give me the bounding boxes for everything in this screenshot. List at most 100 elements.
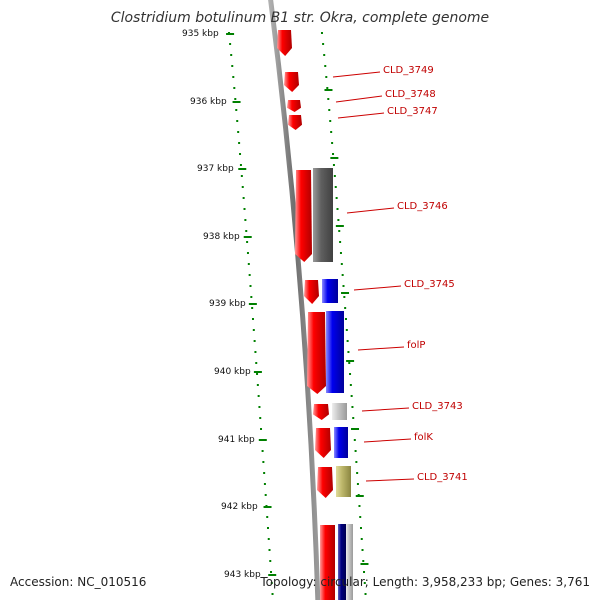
tick-dot-right [362,560,365,562]
gene-label-cld-3747[interactable]: CLD_3747 [387,106,438,117]
gene-feature-bottom[interactable] [320,525,335,600]
tick-dot-right [328,109,331,111]
tick-dot-right [323,54,326,56]
gene-label-cld-3746[interactable]: CLD_3746 [397,201,448,212]
gene-feature-cld-3746-pseudo[interactable] [313,168,333,262]
tick-dot-right [344,307,347,309]
tick-dot-right [347,351,350,353]
tick-dot-right [351,406,354,408]
tick-dot-right [356,472,359,474]
tick-dot-left [243,208,246,210]
major-tick-left [226,33,235,35]
tick-dot-right [330,131,333,133]
tick-dot-right [332,164,335,166]
major-tick-right [335,225,344,227]
tick-dot-left [266,516,269,518]
gene-features [277,30,353,600]
tick-dot-left [238,142,241,144]
major-tick-left [263,506,272,508]
label-pointer-line [353,285,402,291]
tick-dot-left [255,362,258,364]
tick-dot-left [256,373,259,375]
major-tick-right [341,292,350,294]
gene-label-pointers [332,71,415,482]
label-pointer-line [357,346,405,351]
tick-dot-right [363,582,366,584]
tick-label-943: 943 kbp [224,570,261,580]
tick-dot-right [333,175,336,177]
tick-dot-right [354,450,357,452]
tick-dot-left [231,65,234,67]
major-tick-left [238,168,247,170]
gene-feature-cld-3743[interactable] [313,404,329,420]
tick-label-935: 935 kbp [182,29,219,39]
gene-feature-cld-3747[interactable] [288,115,302,130]
gene-feature-cld-3741-other[interactable] [336,466,351,497]
gene-feature-bottom-navy[interactable] [338,524,346,600]
gene-feature-cld-3748[interactable] [287,100,301,112]
gene-label-cld-3749[interactable]: CLD_3749 [383,65,434,76]
tick-dot-right [320,32,323,34]
tick-dot-left [259,417,262,419]
major-tick-right [346,360,355,362]
gene-label-cld-3741[interactable]: CLD_3741 [417,472,468,483]
major-tick-right [324,89,333,91]
tick-dot-left [247,263,250,265]
gene-label-cld-3743[interactable]: CLD_3743 [412,401,463,412]
tick-dot-left [232,76,235,78]
gene-label-folp[interactable]: folP [407,340,426,351]
major-tick-right [351,428,360,430]
tick-dot-left [242,197,245,199]
tick-dot-right [331,142,334,144]
gene-feature-cld-3741[interactable] [317,467,333,498]
tick-dot-right [348,362,351,364]
tick-dot-right [363,571,366,573]
tick-dot-right [325,76,328,78]
tick-dot-left [246,241,249,243]
gene-label-folk[interactable]: folK [414,432,433,443]
gene-feature-cld-3745-rna[interactable] [322,279,338,303]
gene-feature-cld-3746[interactable] [295,170,312,262]
tick-dot-right [350,395,353,397]
tick-label-937: 937 kbp [197,164,234,174]
tick-label-939: 939 kbp [209,299,246,309]
tick-dot-right [342,285,345,287]
gene-feature-folp[interactable] [307,312,326,394]
gene-feature-cld-3745[interactable] [304,280,319,304]
tick-dot-right [326,87,329,89]
gene-feature-cld-3743-pseudo[interactable] [332,403,347,420]
tick-dot-left [252,329,255,331]
tick-dot-right [358,505,361,507]
tick-dot-left [233,87,236,89]
tick-dot-left [258,406,261,408]
gene-label-cld-3748[interactable]: CLD_3748 [385,89,436,100]
tick-dot-left [270,582,273,584]
tick-dot-left [245,230,248,232]
tick-dot-right [356,483,359,485]
gene-label-cld-3745[interactable]: CLD_3745 [404,279,455,290]
major-tick-left [232,101,241,103]
tick-dot-right [352,417,355,419]
tick-dot-right [336,208,339,210]
gene-feature-folp-rna[interactable] [326,311,344,393]
gene-feature-cld-3749[interactable] [284,72,299,92]
major-tick-right [330,157,339,159]
gene-feature-bottom-grey[interactable] [346,524,353,600]
label-pointer-line [332,71,381,78]
page-title: Clostridium botulinum B1 str. Okra, comp… [110,10,490,26]
tick-dot-left [251,307,254,309]
tick-dot-right [337,219,340,221]
tick-dot-right [359,527,362,529]
tick-dot-right [322,43,325,45]
gene-feature-top[interactable] [277,30,292,56]
tick-dot-right [329,120,332,122]
gene-feature-folk-rna[interactable] [334,427,348,458]
tick-dot-right [340,263,343,265]
gene-feature-folk[interactable] [315,428,331,458]
tick-dot-left [262,461,265,463]
tick-dot-left [239,164,242,166]
major-tick-left [243,236,252,238]
tick-dot-left [246,252,249,254]
tick-dot-left [266,527,269,529]
tick-dot-right [332,153,335,155]
